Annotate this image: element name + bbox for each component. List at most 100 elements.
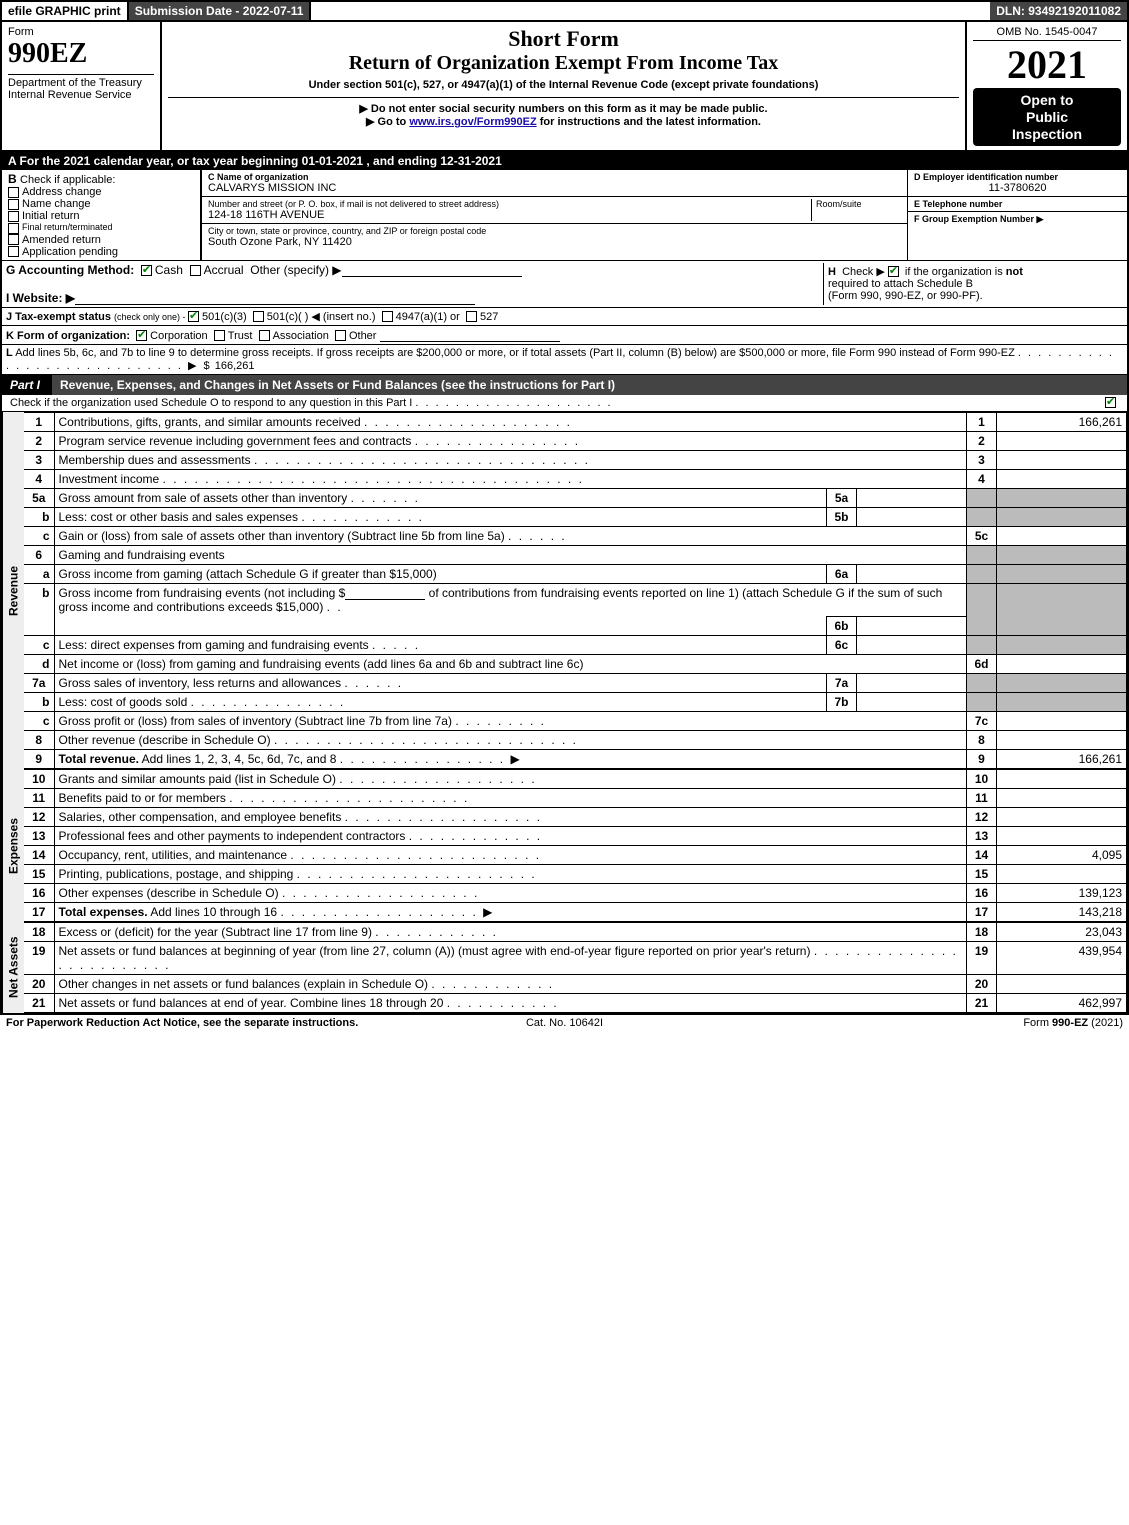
expenses-block: Expenses 10Grants and similar amounts pa… xyxy=(2,769,1127,922)
k-label: K Form of organization: xyxy=(6,330,130,342)
g-label: G Accounting Method: xyxy=(6,263,134,277)
b-check-if: Check if applicable: xyxy=(20,174,115,186)
page-footer: For Paperwork Reduction Act Notice, see … xyxy=(0,1015,1129,1031)
line-15: 15Printing, publications, postage, and s… xyxy=(24,864,1127,883)
row-j: J Tax-exempt status (check only one) - 5… xyxy=(2,308,1127,326)
dept-treasury: Department of the Treasury xyxy=(8,77,142,89)
checkbox-4947[interactable] xyxy=(382,311,393,322)
tax-year: 2021 xyxy=(973,41,1121,88)
form-number: 990EZ xyxy=(8,38,154,70)
c-street-label: Number and street (or P. O. box, if mail… xyxy=(208,199,811,209)
h-text3: required to attach Schedule B xyxy=(828,278,973,290)
checkbox-name-change[interactable] xyxy=(8,199,19,210)
checkbox-other-org[interactable] xyxy=(335,330,346,341)
label-association: Association xyxy=(273,330,329,342)
label-501c3: 501(c)(3) xyxy=(202,311,247,323)
checkbox-501c[interactable] xyxy=(253,311,264,322)
footer-right: Form 990-EZ (2021) xyxy=(751,1017,1123,1029)
line-16: 16Other expenses (describe in Schedule O… xyxy=(24,883,1127,902)
part-i-header: Part I Revenue, Expenses, and Changes in… xyxy=(2,375,1127,395)
line-7c: c Gross profit or (loss) from sales of i… xyxy=(24,711,1127,730)
section-def: D Employer identification number 11-3780… xyxy=(907,170,1127,259)
note-goto-pre: ▶ Go to xyxy=(366,116,409,128)
line-17: 17Total expenses. Add lines 10 through 1… xyxy=(24,902,1127,921)
label-name-change: Name change xyxy=(22,198,91,210)
website-input[interactable] xyxy=(75,291,475,305)
checkbox-accrual[interactable] xyxy=(190,265,201,276)
line-6b-val: 6b xyxy=(24,616,1127,635)
c-room-label: Room/suite xyxy=(816,199,901,209)
row-l: L Add lines 5b, 6c, and 7b to line 9 to … xyxy=(2,345,1127,375)
checkbox-schedule-o-part-i[interactable] xyxy=(1105,397,1116,408)
line-a: A For the 2021 calendar year, or tax yea… xyxy=(2,152,1127,170)
other-org-input[interactable] xyxy=(380,328,560,342)
line-6b: b Gross income from fundraising events (… xyxy=(24,583,1127,616)
checkbox-trust[interactable] xyxy=(214,330,225,341)
line-21: 21Net assets or fund balances at end of … xyxy=(24,993,1127,1012)
h-text4: (Form 990, 990-EZ, or 990-PF). xyxy=(828,290,983,302)
line-13: 13Professional fees and other payments t… xyxy=(24,826,1127,845)
ending-net-assets-value: 462,997 xyxy=(997,993,1127,1012)
line-6c: c Less: direct expenses from gaming and … xyxy=(24,635,1127,654)
section-c: C Name of organization CALVARYS MISSION … xyxy=(202,170,907,259)
line-7a: 7a Gross sales of inventory, less return… xyxy=(24,673,1127,692)
revenue-table: 1 Contributions, gifts, grants, and simi… xyxy=(24,412,1127,769)
submission-date: Submission Date - 2022-07-11 xyxy=(129,2,312,20)
beginning-net-assets-value: 439,954 xyxy=(997,941,1127,974)
omb-number: OMB No. 1545-0047 xyxy=(973,26,1121,41)
title-short-form: Short Form xyxy=(168,26,959,52)
label-other-method: Other (specify) ▶ xyxy=(250,263,341,277)
label-trust: Trust xyxy=(228,330,253,342)
line-8: 8 Other revenue (describe in Schedule O)… xyxy=(24,730,1127,749)
line-11: 11Benefits paid to or for members . . . … xyxy=(24,788,1127,807)
gross-receipts-value: 166,261 xyxy=(215,360,255,372)
label-4947: 4947(a)(1) or xyxy=(396,311,460,323)
checkbox-association[interactable] xyxy=(259,330,270,341)
other-method-input[interactable] xyxy=(342,263,522,277)
label-final-return: Final return/terminated xyxy=(22,222,113,232)
line-18: 18Excess or (deficit) for the year (Subt… xyxy=(24,922,1127,941)
checkbox-cash[interactable] xyxy=(141,265,152,276)
side-label-expenses: Expenses xyxy=(2,769,24,922)
line-6d: d Net income or (loss) from gaming and f… xyxy=(24,654,1127,673)
form-word: Form xyxy=(8,26,154,38)
footer-catalog: Cat. No. 10642I xyxy=(378,1017,750,1029)
checkbox-amended-return[interactable] xyxy=(8,234,19,245)
checkbox-initial-return[interactable] xyxy=(8,211,19,222)
excess-value: 23,043 xyxy=(997,922,1127,941)
org-name: CALVARYS MISSION INC xyxy=(208,182,901,194)
line-5a: 5a Gross amount from sale of assets othe… xyxy=(24,488,1127,507)
h-label: H xyxy=(828,266,836,278)
checkbox-527[interactable] xyxy=(466,311,477,322)
note-goto-post: for instructions and the latest informat… xyxy=(537,116,761,128)
line-19: 19Net assets or fund balances at beginni… xyxy=(24,941,1127,974)
section-b: B Check if applicable: Address change Na… xyxy=(2,170,202,259)
j-note: (check only one) - xyxy=(114,312,188,322)
ein-value: 11-3780620 xyxy=(914,182,1121,194)
note-goto: ▶ Go to www.irs.gov/Form990EZ for instru… xyxy=(168,115,959,128)
side-label-revenue: Revenue xyxy=(2,412,24,769)
dept-irs: Internal Revenue Service xyxy=(8,89,132,101)
checkbox-corporation[interactable] xyxy=(136,330,147,341)
fundraising-amount-input[interactable] xyxy=(345,586,425,600)
checkbox-application-pending[interactable] xyxy=(8,246,19,257)
row-k: K Form of organization: Corporation Trus… xyxy=(2,326,1127,345)
line-4: 4 Investment income . . . . . . . . . . … xyxy=(24,469,1127,488)
label-address-change: Address change xyxy=(22,186,102,198)
h-text1: Check ▶ xyxy=(842,266,885,278)
checkbox-schedule-b-not-required[interactable] xyxy=(888,266,899,277)
checkbox-final-return[interactable] xyxy=(8,223,19,234)
line-1: 1 Contributions, gifts, grants, and simi… xyxy=(24,412,1127,431)
i-label: I Website: ▶ xyxy=(6,291,75,305)
irs-link[interactable]: www.irs.gov/Form990EZ xyxy=(409,116,536,128)
part-i-note: Check if the organization used Schedule … xyxy=(2,395,1127,412)
revenue-block: Revenue 1 Contributions, gifts, grants, … xyxy=(2,412,1127,769)
part-i-note-text: Check if the organization used Schedule … xyxy=(10,397,415,409)
label-other-org: Other xyxy=(349,330,377,342)
efile-print-button[interactable]: efile GRAPHIC print xyxy=(2,2,129,20)
checkbox-address-change[interactable] xyxy=(8,187,19,198)
checkbox-501c3[interactable] xyxy=(188,311,199,322)
header-middle: Short Form Return of Organization Exempt… xyxy=(162,22,967,150)
label-cash: Cash xyxy=(155,263,183,277)
topbar-spacer xyxy=(311,2,990,20)
